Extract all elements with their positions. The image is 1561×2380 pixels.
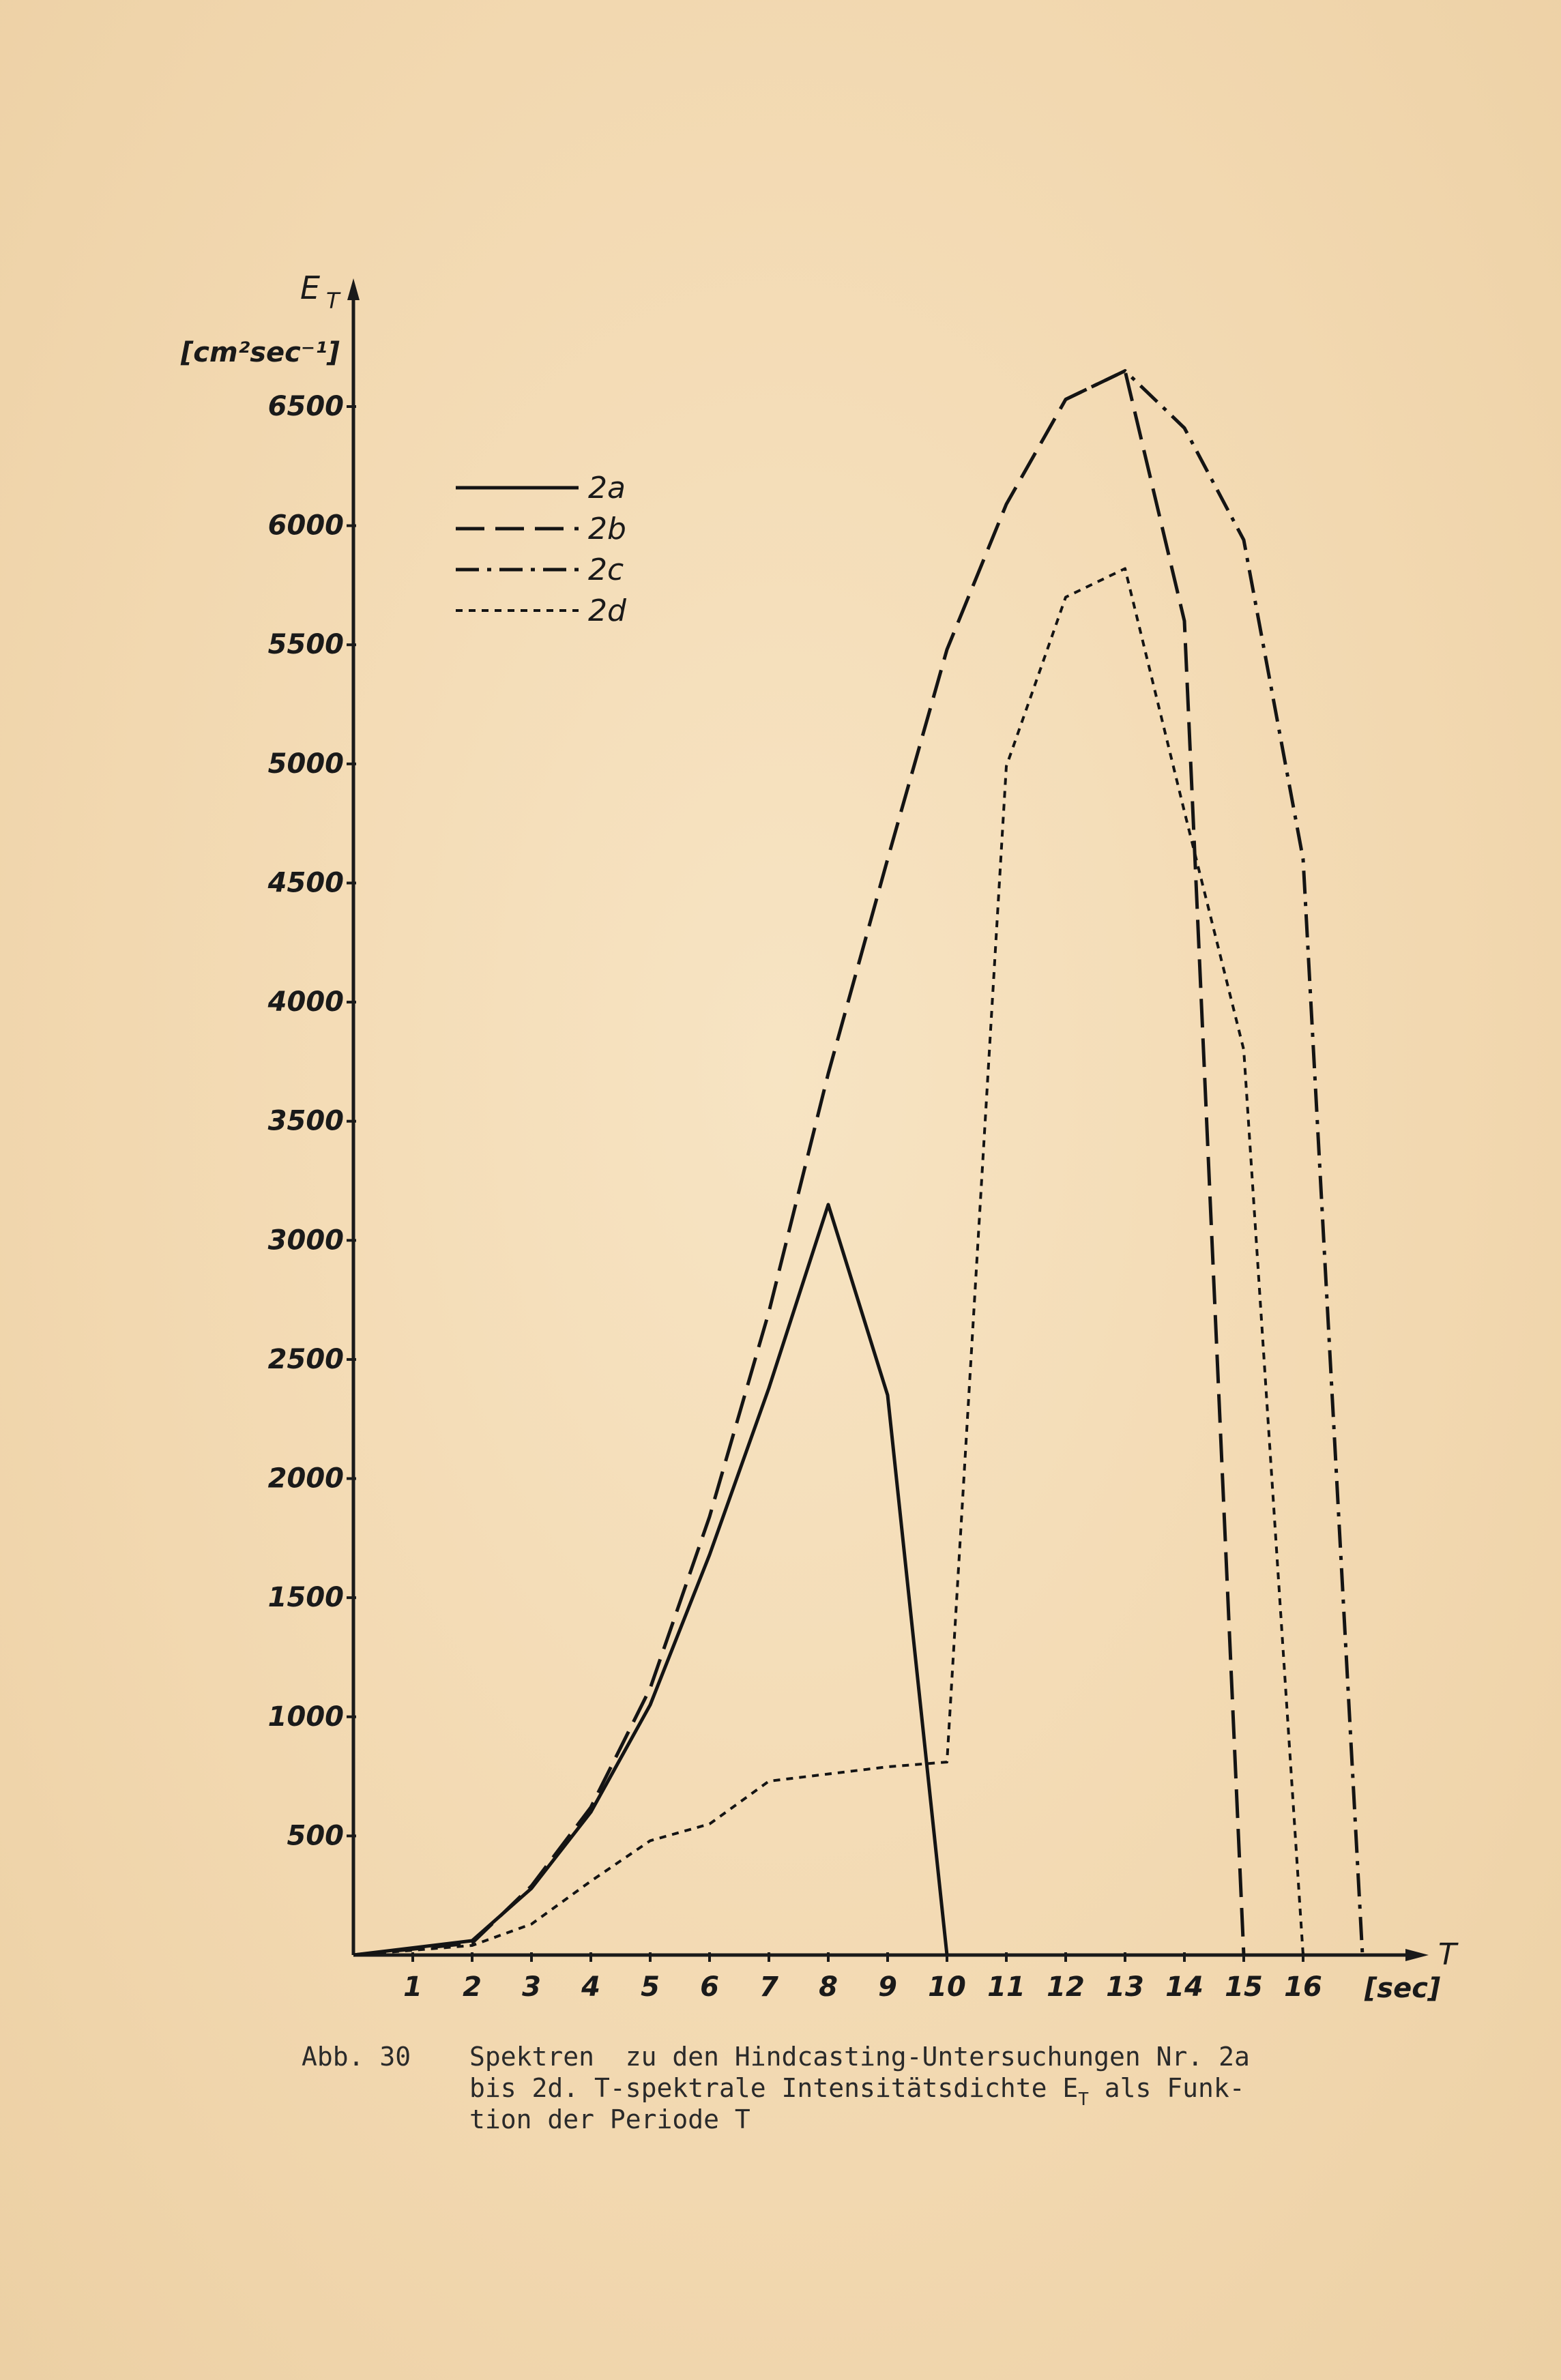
y-axis-unit: [cm²sec⁻¹] — [180, 337, 340, 368]
x-tick-label: 14 — [1165, 1971, 1203, 2003]
caption-line-2-b: als Funk- — [1088, 2073, 1245, 2103]
y-tick-label: 5000 — [268, 748, 344, 780]
legend-label-2b: 2b — [588, 512, 626, 546]
x-axis-symbol: T — [1438, 1937, 1459, 1972]
x-tick-label: 6 — [700, 1971, 719, 2003]
caption-line-3: tion der Periode T — [469, 2104, 750, 2134]
x-tick-label: 1 — [403, 1971, 422, 2003]
caption-line-2: bis 2d. T-spektrale Intensitätsdichte ET… — [469, 2072, 1245, 2110]
y-tick-label: 4000 — [267, 986, 344, 1018]
caption-line-2-a: bis 2d. T-spektrale Intensitätsdichte E — [469, 2073, 1079, 2103]
legend-label-2a: 2a — [588, 471, 626, 505]
series-line-2b — [353, 369, 1246, 1957]
figure-caption: Abb. 30 Spektren zu den Hindcasting-Unte… — [302, 2041, 1475, 2229]
caption-label: Abb. 30 — [302, 2042, 411, 2072]
y-tick-label: 2000 — [268, 1463, 344, 1495]
y-tick-label: 3500 — [268, 1106, 344, 1137]
x-tick-label: 4 — [581, 1971, 600, 2003]
y-tick-label: 6500 — [268, 391, 344, 422]
y-tick-label: 2500 — [268, 1344, 344, 1375]
y-axis-symbol-sub: T — [326, 288, 341, 314]
y-tick-label: 1500 — [268, 1582, 344, 1613]
x-tick-label: 7 — [759, 1971, 778, 2003]
y-axis-arrow — [347, 278, 360, 300]
legend-label-2d: 2d — [588, 593, 627, 628]
y-tick-label: 1000 — [268, 1701, 344, 1733]
y-tick-label: 4500 — [267, 867, 344, 898]
series-lines — [353, 369, 1365, 1957]
y-tick-label: 500 — [287, 1820, 345, 1851]
x-tick-label: 2 — [463, 1971, 482, 2003]
x-tick-label: 16 — [1284, 1971, 1322, 2003]
x-axis-unit: [sec] — [1364, 1973, 1440, 2004]
series-line-2d — [353, 567, 1304, 1956]
chart-legend: 2a 2b 2c 2d — [456, 471, 627, 628]
x-tick-label: 5 — [641, 1971, 660, 2003]
y-axis-symbol: E — [300, 269, 320, 306]
series-line-2a — [353, 1203, 949, 1957]
x-axis-arrow — [1405, 1949, 1429, 1961]
y-tick-label: 6000 — [268, 510, 344, 542]
caption-line-1: Spektren zu den Hindcasting-Untersuchung… — [469, 2042, 1250, 2072]
legend-label-2c: 2c — [588, 553, 624, 587]
x-tick-label: 15 — [1225, 1971, 1263, 2003]
x-tick-label: 3 — [522, 1971, 541, 2003]
x-tick-label: 11 — [987, 1971, 1025, 2003]
series-line-2c — [1064, 369, 1365, 1956]
chart-axes: 500 1000 1500 2000 2500 3000 3500 4000 4500 5000 5… — [180, 269, 1459, 2004]
x-tick-label: 10 — [928, 1971, 966, 2003]
caption-line-2-sub: T — [1078, 2089, 1089, 2110]
y-tick-label: 3000 — [268, 1224, 344, 1256]
x-tick-label: 13 — [1106, 1971, 1144, 2003]
y-tick-label: 5500 — [268, 629, 344, 660]
x-tick-label: 8 — [819, 1971, 838, 2003]
x-tick-label: 9 — [878, 1971, 897, 2003]
x-tick-label: 12 — [1047, 1971, 1085, 2003]
